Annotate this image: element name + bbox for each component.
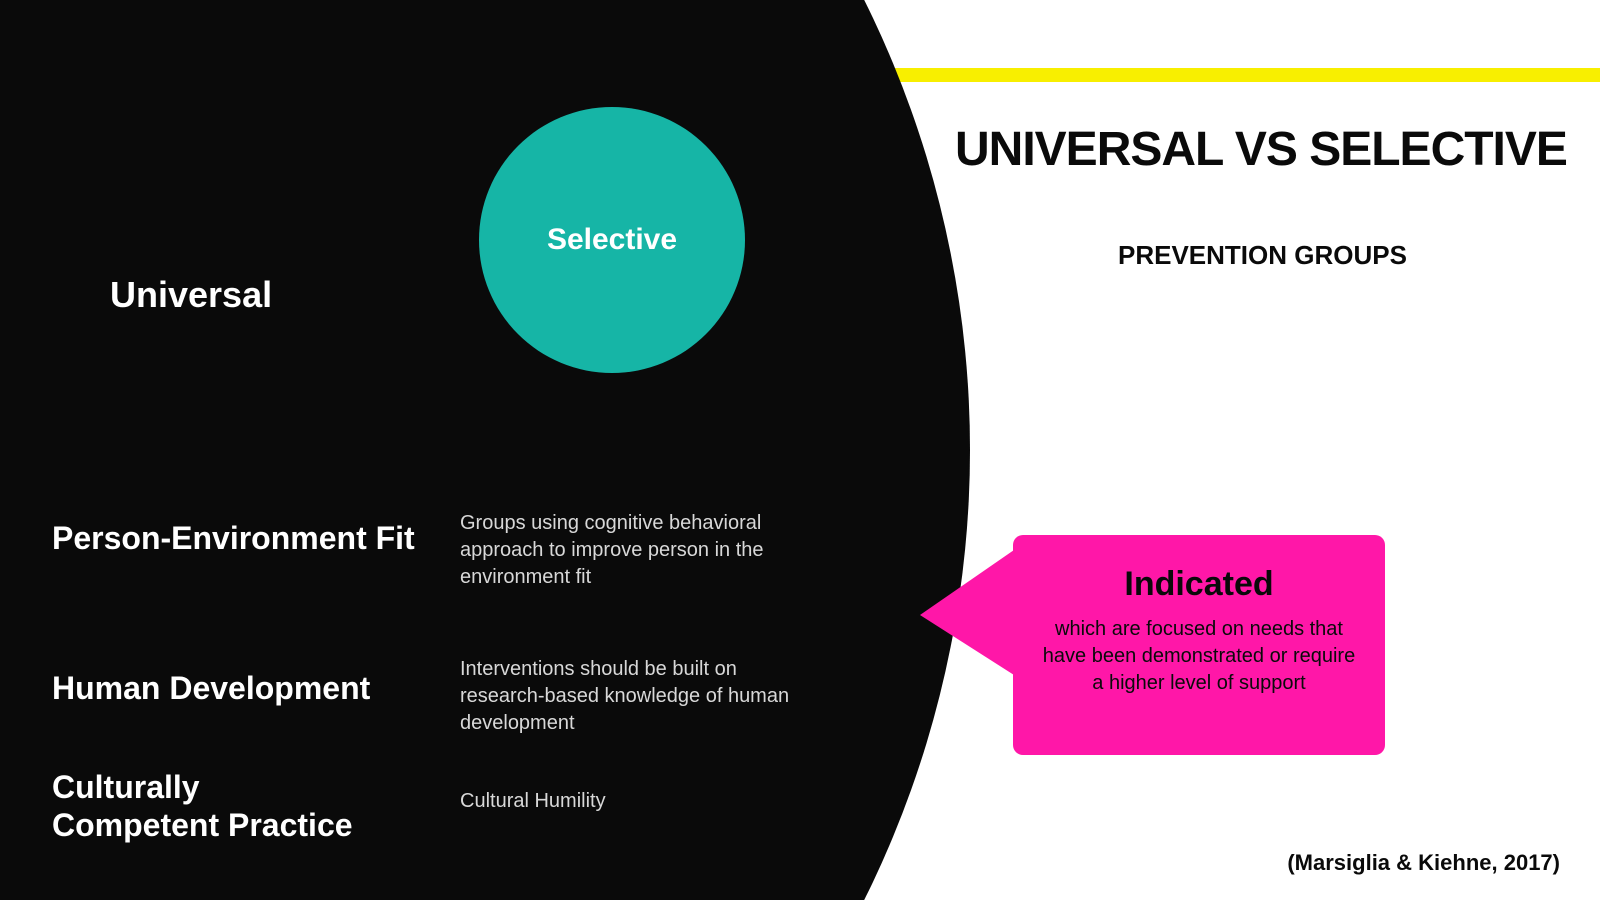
- universal-circle: [0, 0, 970, 900]
- slide: Selective Universal Person-Environment F…: [0, 0, 1600, 900]
- universal-label: Universal: [110, 274, 272, 316]
- page-title: UNIVERSAL VS SELECTIVE: [955, 122, 1567, 177]
- page-subtitle: PREVENTION GROUPS: [1118, 240, 1407, 271]
- callout-title: Indicated: [1039, 565, 1359, 604]
- row-label-pe-fit: Person-Environment Fit: [52, 520, 415, 557]
- row-desc-pe-fit: Groups using cognitive behavioral approa…: [460, 510, 820, 591]
- callout-body: which are focused on needs that have bee…: [1039, 616, 1359, 697]
- row-label-cultural-line1: Culturally: [52, 769, 200, 805]
- row-desc-cultural: Cultural Humility: [460, 790, 606, 813]
- row-desc-human-dev: Interventions should be built on researc…: [460, 656, 800, 737]
- selective-label: Selective: [547, 223, 677, 257]
- citation: (Marsiglia & Kiehne, 2017): [1287, 850, 1560, 876]
- row-label-human-dev: Human Development: [52, 670, 370, 707]
- selective-circle: Selective: [479, 107, 745, 373]
- callout-tail: [920, 550, 1014, 675]
- callout-box: Indicated which are focused on needs tha…: [1013, 535, 1385, 755]
- row-label-cultural-line2: Competent Practice: [52, 807, 353, 843]
- row-label-cultural: Culturally Competent Practice: [52, 768, 353, 845]
